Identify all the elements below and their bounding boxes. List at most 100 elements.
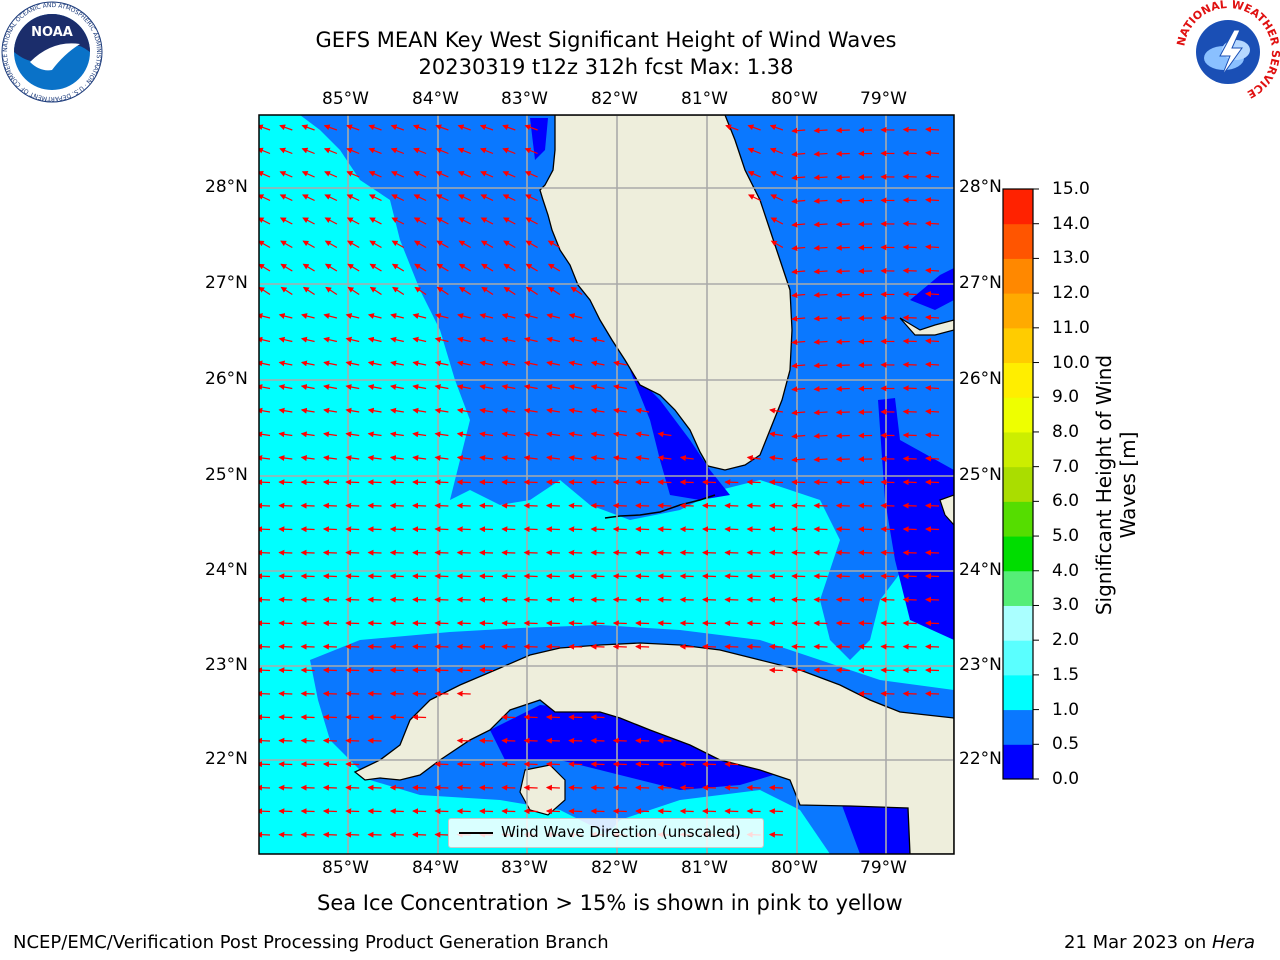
wind-wave-arrow	[323, 124, 338, 131]
wind-wave-arrow	[657, 431, 672, 438]
wind-wave-arrow	[612, 784, 627, 791]
wind-wave-arrow	[679, 549, 694, 556]
wind-wave-arrow	[456, 431, 471, 438]
colorbar-tick-label: 11.0	[1052, 317, 1090, 338]
wind-wave-arrow	[278, 526, 293, 533]
wind-wave-arrow	[635, 573, 650, 580]
colorbar-swatch	[1003, 570, 1033, 606]
colorbar-tick-label: 15.0	[1052, 179, 1090, 199]
wind-wave-arrow	[280, 263, 293, 272]
wind-wave-arrow	[347, 263, 360, 272]
wind-wave-arrow	[570, 286, 583, 296]
wind-wave-arrow	[501, 455, 516, 461]
wind-wave-arrow	[479, 313, 494, 319]
wind-wave-arrow	[590, 455, 605, 461]
wind-wave-arrow	[635, 761, 650, 768]
wind-wave-arrow	[835, 643, 850, 650]
wind-wave-arrow	[568, 336, 583, 343]
wind-wave-arrow	[434, 502, 449, 509]
wind-wave-arrow	[300, 667, 315, 674]
wind-wave-arrow	[925, 479, 940, 486]
wind-wave-arrow	[435, 124, 449, 131]
wind-wave-arrow	[345, 455, 360, 461]
wind-wave-arrow	[925, 408, 940, 415]
wind-wave-arrow	[456, 690, 471, 697]
wind-wave-arrow	[702, 596, 717, 603]
wind-wave-arrow	[547, 240, 561, 249]
wind-wave-arrow	[590, 643, 605, 650]
map-subtitle: 20230319 t12z 312h fcst Max: 1.38	[418, 55, 794, 79]
wind-wave-arrow	[479, 761, 494, 768]
wind-wave-arrow	[480, 171, 494, 178]
wind-wave-arrow	[746, 549, 761, 556]
svg-text:NOAA: NOAA	[31, 25, 73, 40]
wind-wave-arrow	[925, 432, 940, 439]
wind-wave-arrow	[368, 171, 382, 178]
wind-wave-arrow	[657, 784, 672, 791]
wind-wave-arrow	[547, 263, 561, 272]
wind-wave-arrow	[412, 502, 427, 509]
colorbar-tick-label: 9.0	[1052, 387, 1080, 408]
wind-wave-arrow	[835, 502, 850, 509]
wind-wave-arrow	[389, 502, 404, 509]
wind-wave-arrow	[902, 220, 917, 227]
wind-wave-arrow	[434, 526, 449, 533]
colorbar-swatch	[1003, 640, 1033, 676]
wind-wave-arrow	[858, 690, 873, 697]
wind-wave-arrow	[702, 808, 717, 815]
wind-wave-arrow	[479, 526, 494, 533]
wind-wave-arrow	[458, 286, 472, 296]
wind-wave-arrow	[590, 761, 605, 768]
wind-wave-arrow	[412, 479, 427, 486]
wind-wave-arrow	[657, 549, 672, 556]
wind-wave-arrow	[813, 244, 828, 251]
wind-wave-arrow	[523, 549, 538, 556]
wind-wave-arrow	[858, 573, 873, 580]
wind-wave-arrow	[436, 240, 449, 249]
wind-wave-arrow	[747, 147, 761, 155]
wind-wave-arrow	[456, 455, 471, 461]
wind-wave-arrow	[612, 643, 627, 650]
wind-wave-arrow	[369, 263, 382, 272]
wind-wave-arrow	[434, 479, 449, 486]
wind-wave-arrow	[413, 217, 427, 225]
wind-wave-arrow	[702, 761, 717, 768]
noaa-logo: NATIONAL OCEANIC AND ATMOSPHERIC ADMINIS…	[1, 1, 103, 103]
wind-wave-arrow	[523, 573, 538, 580]
wind-wave-arrow	[902, 596, 917, 603]
wind-wave-arrow	[278, 384, 293, 390]
wind-wave-arrow	[300, 502, 315, 509]
wind-wave-arrow	[791, 620, 806, 627]
colorbar-swatch	[1003, 431, 1033, 468]
wind-wave-arrow	[367, 336, 382, 343]
wind-wave-arrow	[501, 407, 516, 414]
wind-wave-arrow	[590, 549, 605, 556]
wind-wave-arrow	[300, 549, 315, 556]
wind-wave-arrow	[902, 291, 917, 298]
wind-wave-arrow	[925, 643, 940, 650]
wind-wave-arrow	[300, 360, 315, 367]
wind-wave-arrow	[501, 620, 516, 627]
wind-wave-arrow	[768, 784, 783, 791]
wind-wave-arrow	[367, 573, 382, 580]
wind-wave-arrow	[389, 667, 404, 674]
wind-wave-arrow	[300, 690, 315, 697]
wind-wave-arrow	[434, 761, 449, 768]
wind-wave-arrow	[323, 313, 338, 319]
wind-wave-arrow	[835, 620, 850, 627]
wind-wave-arrow	[902, 244, 917, 251]
wind-wave-arrow	[436, 286, 449, 296]
wind-wave-arrow	[456, 596, 471, 603]
wind-wave-arrow	[523, 737, 538, 744]
wind-wave-arrow	[390, 360, 404, 367]
wind-wave-arrow	[791, 433, 806, 440]
wind-wave-arrow	[301, 147, 315, 155]
wind-wave-arrow	[925, 267, 940, 274]
wind-wave-arrow	[813, 362, 828, 369]
wind-wave-arrow	[523, 479, 538, 486]
wind-wave-arrow	[635, 784, 650, 791]
wind-wave-arrow	[546, 313, 561, 319]
wind-wave-arrow	[768, 573, 783, 580]
wind-wave-arrow	[278, 620, 293, 627]
wind-wave-arrow	[279, 217, 293, 225]
